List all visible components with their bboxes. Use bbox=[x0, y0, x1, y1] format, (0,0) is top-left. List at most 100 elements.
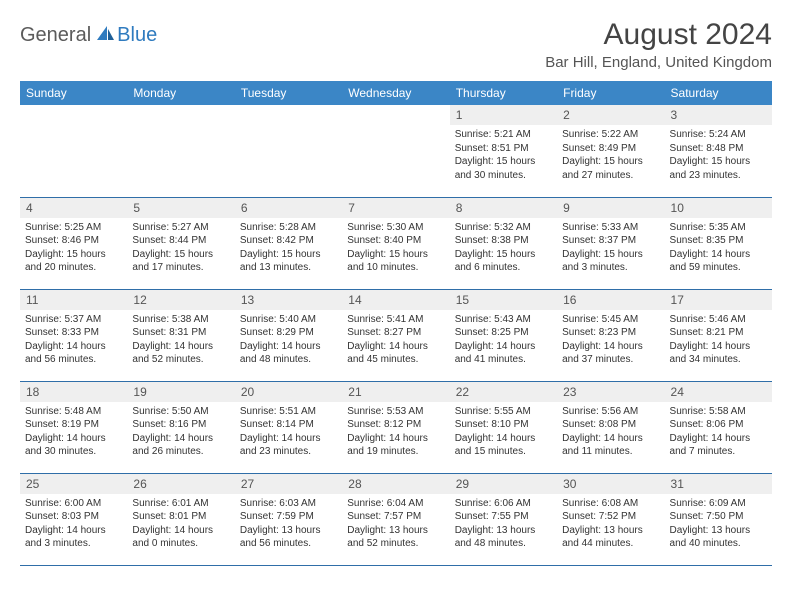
sunrise-line: Sunrise: 5:58 AM bbox=[670, 405, 767, 419]
sunrise-line: Sunrise: 5:37 AM bbox=[25, 313, 122, 327]
weekday-header: Sunday bbox=[20, 81, 127, 105]
sunrise-line: Sunrise: 5:43 AM bbox=[455, 313, 552, 327]
sunset-line: Sunset: 7:52 PM bbox=[562, 510, 659, 524]
calendar-day-cell: 20Sunrise: 5:51 AMSunset: 8:14 PMDayligh… bbox=[235, 381, 342, 473]
day-number: 25 bbox=[20, 474, 127, 494]
daylight-line: Daylight: 15 hours and 17 minutes. bbox=[132, 248, 229, 275]
calendar-day-cell: 8Sunrise: 5:32 AMSunset: 8:38 PMDaylight… bbox=[450, 197, 557, 289]
sunset-line: Sunset: 8:14 PM bbox=[240, 418, 337, 432]
day-number: 11 bbox=[20, 290, 127, 310]
sunrise-line: Sunrise: 5:25 AM bbox=[25, 221, 122, 235]
day-details: Sunrise: 5:27 AMSunset: 8:44 PMDaylight:… bbox=[127, 218, 234, 279]
calendar-day-cell: 31Sunrise: 6:09 AMSunset: 7:50 PMDayligh… bbox=[665, 473, 772, 565]
sunrise-line: Sunrise: 5:50 AM bbox=[132, 405, 229, 419]
day-number: 29 bbox=[450, 474, 557, 494]
day-details: Sunrise: 5:30 AMSunset: 8:40 PMDaylight:… bbox=[342, 218, 449, 279]
daylight-line: Daylight: 14 hours and 0 minutes. bbox=[132, 524, 229, 551]
day-number: 2 bbox=[557, 105, 664, 125]
day-number: 24 bbox=[665, 382, 772, 402]
calendar-day-cell: 4Sunrise: 5:25 AMSunset: 8:46 PMDaylight… bbox=[20, 197, 127, 289]
sunrise-line: Sunrise: 6:06 AM bbox=[455, 497, 552, 511]
calendar-day-cell: 24Sunrise: 5:58 AMSunset: 8:06 PMDayligh… bbox=[665, 381, 772, 473]
day-number: 3 bbox=[665, 105, 772, 125]
daylight-line: Daylight: 14 hours and 52 minutes. bbox=[132, 340, 229, 367]
sunset-line: Sunset: 8:21 PM bbox=[670, 326, 767, 340]
sunset-line: Sunset: 8:31 PM bbox=[132, 326, 229, 340]
header: General Blue August 2024 Bar Hill, Engla… bbox=[20, 18, 772, 71]
day-details: Sunrise: 6:01 AMSunset: 8:01 PMDaylight:… bbox=[127, 494, 234, 555]
daylight-line: Daylight: 15 hours and 6 minutes. bbox=[455, 248, 552, 275]
day-number: 18 bbox=[20, 382, 127, 402]
location-subtitle: Bar Hill, England, United Kingdom bbox=[545, 54, 772, 71]
day-details: Sunrise: 6:08 AMSunset: 7:52 PMDaylight:… bbox=[557, 494, 664, 555]
weekday-header: Wednesday bbox=[342, 81, 449, 105]
sunrise-line: Sunrise: 5:21 AM bbox=[455, 128, 552, 142]
sunrise-line: Sunrise: 5:51 AM bbox=[240, 405, 337, 419]
calendar-day-cell: 26Sunrise: 6:01 AMSunset: 8:01 PMDayligh… bbox=[127, 473, 234, 565]
calendar-day-cell: 2Sunrise: 5:22 AMSunset: 8:49 PMDaylight… bbox=[557, 105, 664, 197]
sunset-line: Sunset: 8:44 PM bbox=[132, 234, 229, 248]
sunset-line: Sunset: 8:37 PM bbox=[562, 234, 659, 248]
calendar-day-cell: 1Sunrise: 5:21 AMSunset: 8:51 PMDaylight… bbox=[450, 105, 557, 197]
title-block: August 2024 Bar Hill, England, United Ki… bbox=[545, 18, 772, 71]
sunset-line: Sunset: 8:08 PM bbox=[562, 418, 659, 432]
sunset-line: Sunset: 8:29 PM bbox=[240, 326, 337, 340]
weekday-header-row: SundayMondayTuesdayWednesdayThursdayFrid… bbox=[20, 81, 772, 105]
sunrise-line: Sunrise: 5:35 AM bbox=[670, 221, 767, 235]
sunrise-line: Sunrise: 6:09 AM bbox=[670, 497, 767, 511]
day-details: Sunrise: 5:58 AMSunset: 8:06 PMDaylight:… bbox=[665, 402, 772, 463]
sunrise-line: Sunrise: 5:53 AM bbox=[347, 405, 444, 419]
sunset-line: Sunset: 8:40 PM bbox=[347, 234, 444, 248]
calendar-day-cell: 27Sunrise: 6:03 AMSunset: 7:59 PMDayligh… bbox=[235, 473, 342, 565]
daylight-line: Daylight: 15 hours and 23 minutes. bbox=[670, 155, 767, 182]
day-details: Sunrise: 6:00 AMSunset: 8:03 PMDaylight:… bbox=[20, 494, 127, 555]
sunrise-line: Sunrise: 5:33 AM bbox=[562, 221, 659, 235]
sunset-line: Sunset: 8:16 PM bbox=[132, 418, 229, 432]
sunrise-line: Sunrise: 5:22 AM bbox=[562, 128, 659, 142]
sunrise-line: Sunrise: 6:04 AM bbox=[347, 497, 444, 511]
calendar-day-cell: 9Sunrise: 5:33 AMSunset: 8:37 PMDaylight… bbox=[557, 197, 664, 289]
calendar-day-cell: 16Sunrise: 5:45 AMSunset: 8:23 PMDayligh… bbox=[557, 289, 664, 381]
daylight-line: Daylight: 14 hours and 41 minutes. bbox=[455, 340, 552, 367]
day-details: Sunrise: 5:51 AMSunset: 8:14 PMDaylight:… bbox=[235, 402, 342, 463]
calendar-week-row: 4Sunrise: 5:25 AMSunset: 8:46 PMDaylight… bbox=[20, 197, 772, 289]
day-number: 20 bbox=[235, 382, 342, 402]
daylight-line: Daylight: 14 hours and 7 minutes. bbox=[670, 432, 767, 459]
sunrise-line: Sunrise: 5:27 AM bbox=[132, 221, 229, 235]
calendar-week-row: ........1Sunrise: 5:21 AMSunset: 8:51 PM… bbox=[20, 105, 772, 197]
day-number: 17 bbox=[665, 290, 772, 310]
day-details: Sunrise: 5:41 AMSunset: 8:27 PMDaylight:… bbox=[342, 310, 449, 371]
calendar-day-cell: 18Sunrise: 5:48 AMSunset: 8:19 PMDayligh… bbox=[20, 381, 127, 473]
calendar-day-cell: 30Sunrise: 6:08 AMSunset: 7:52 PMDayligh… bbox=[557, 473, 664, 565]
daylight-line: Daylight: 13 hours and 52 minutes. bbox=[347, 524, 444, 551]
sail-icon bbox=[95, 24, 115, 47]
calendar-day-cell: 23Sunrise: 5:56 AMSunset: 8:08 PMDayligh… bbox=[557, 381, 664, 473]
day-details: Sunrise: 5:46 AMSunset: 8:21 PMDaylight:… bbox=[665, 310, 772, 371]
day-details: Sunrise: 6:03 AMSunset: 7:59 PMDaylight:… bbox=[235, 494, 342, 555]
sunrise-line: Sunrise: 5:45 AM bbox=[562, 313, 659, 327]
day-details: Sunrise: 5:43 AMSunset: 8:25 PMDaylight:… bbox=[450, 310, 557, 371]
day-number: 15 bbox=[450, 290, 557, 310]
calendar-day-cell: 28Sunrise: 6:04 AMSunset: 7:57 PMDayligh… bbox=[342, 473, 449, 565]
day-details: Sunrise: 5:56 AMSunset: 8:08 PMDaylight:… bbox=[557, 402, 664, 463]
sunset-line: Sunset: 8:12 PM bbox=[347, 418, 444, 432]
calendar-day-cell: 3Sunrise: 5:24 AMSunset: 8:48 PMDaylight… bbox=[665, 105, 772, 197]
day-number: 23 bbox=[557, 382, 664, 402]
weekday-header: Thursday bbox=[450, 81, 557, 105]
calendar-day-cell: 17Sunrise: 5:46 AMSunset: 8:21 PMDayligh… bbox=[665, 289, 772, 381]
weekday-header: Tuesday bbox=[235, 81, 342, 105]
sunset-line: Sunset: 8:06 PM bbox=[670, 418, 767, 432]
daylight-line: Daylight: 15 hours and 3 minutes. bbox=[562, 248, 659, 275]
day-details: Sunrise: 5:32 AMSunset: 8:38 PMDaylight:… bbox=[450, 218, 557, 279]
calendar-day-cell: 21Sunrise: 5:53 AMSunset: 8:12 PMDayligh… bbox=[342, 381, 449, 473]
calendar-week-row: 11Sunrise: 5:37 AMSunset: 8:33 PMDayligh… bbox=[20, 289, 772, 381]
sunrise-line: Sunrise: 5:55 AM bbox=[455, 405, 552, 419]
sunrise-line: Sunrise: 5:38 AM bbox=[132, 313, 229, 327]
day-details: Sunrise: 5:24 AMSunset: 8:48 PMDaylight:… bbox=[665, 125, 772, 186]
daylight-line: Daylight: 14 hours and 11 minutes. bbox=[562, 432, 659, 459]
day-details: Sunrise: 5:37 AMSunset: 8:33 PMDaylight:… bbox=[20, 310, 127, 371]
calendar-week-row: 18Sunrise: 5:48 AMSunset: 8:19 PMDayligh… bbox=[20, 381, 772, 473]
daylight-line: Daylight: 14 hours and 45 minutes. bbox=[347, 340, 444, 367]
day-number: 16 bbox=[557, 290, 664, 310]
calendar-day-cell: 5Sunrise: 5:27 AMSunset: 8:44 PMDaylight… bbox=[127, 197, 234, 289]
